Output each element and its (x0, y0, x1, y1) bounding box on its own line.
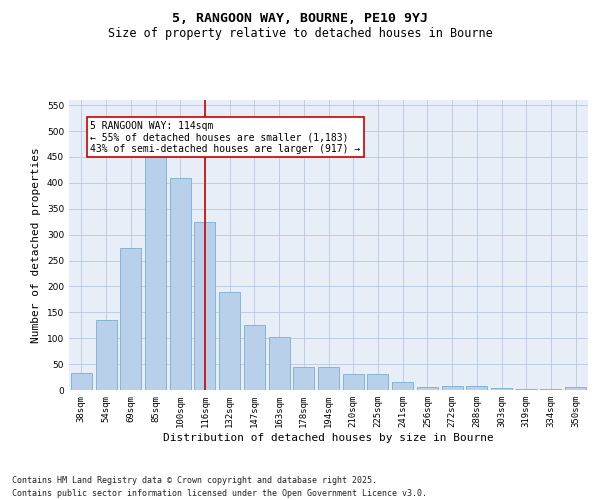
Bar (442, 386, 463, 390)
Bar (392, 382, 413, 390)
Bar (293, 367, 314, 390)
Bar (417, 387, 438, 390)
Bar (170, 178, 191, 390)
Bar (194, 222, 215, 390)
Bar (541, 389, 562, 390)
Bar (367, 374, 388, 390)
Bar (95, 320, 116, 390)
Text: Contains HM Land Registry data © Crown copyright and database right 2025.
Contai: Contains HM Land Registry data © Crown c… (12, 476, 427, 498)
Bar (516, 389, 537, 390)
Bar (466, 386, 487, 390)
Bar (491, 388, 512, 390)
Text: 5 RANGOON WAY: 114sqm
← 55% of detached houses are smaller (1,183)
43% of semi-d: 5 RANGOON WAY: 114sqm ← 55% of detached … (90, 120, 360, 154)
Bar (71, 373, 92, 390)
Bar (343, 374, 364, 390)
Y-axis label: Number of detached properties: Number of detached properties (31, 147, 41, 343)
Bar (145, 157, 166, 390)
Bar (120, 248, 141, 390)
Text: 5, RANGOON WAY, BOURNE, PE10 9YJ: 5, RANGOON WAY, BOURNE, PE10 9YJ (172, 12, 428, 26)
Bar (318, 367, 339, 390)
Bar (244, 326, 265, 390)
Bar (219, 292, 240, 390)
X-axis label: Distribution of detached houses by size in Bourne: Distribution of detached houses by size … (163, 432, 494, 442)
Bar (269, 337, 290, 390)
Bar (565, 387, 586, 390)
Text: Size of property relative to detached houses in Bourne: Size of property relative to detached ho… (107, 28, 493, 40)
